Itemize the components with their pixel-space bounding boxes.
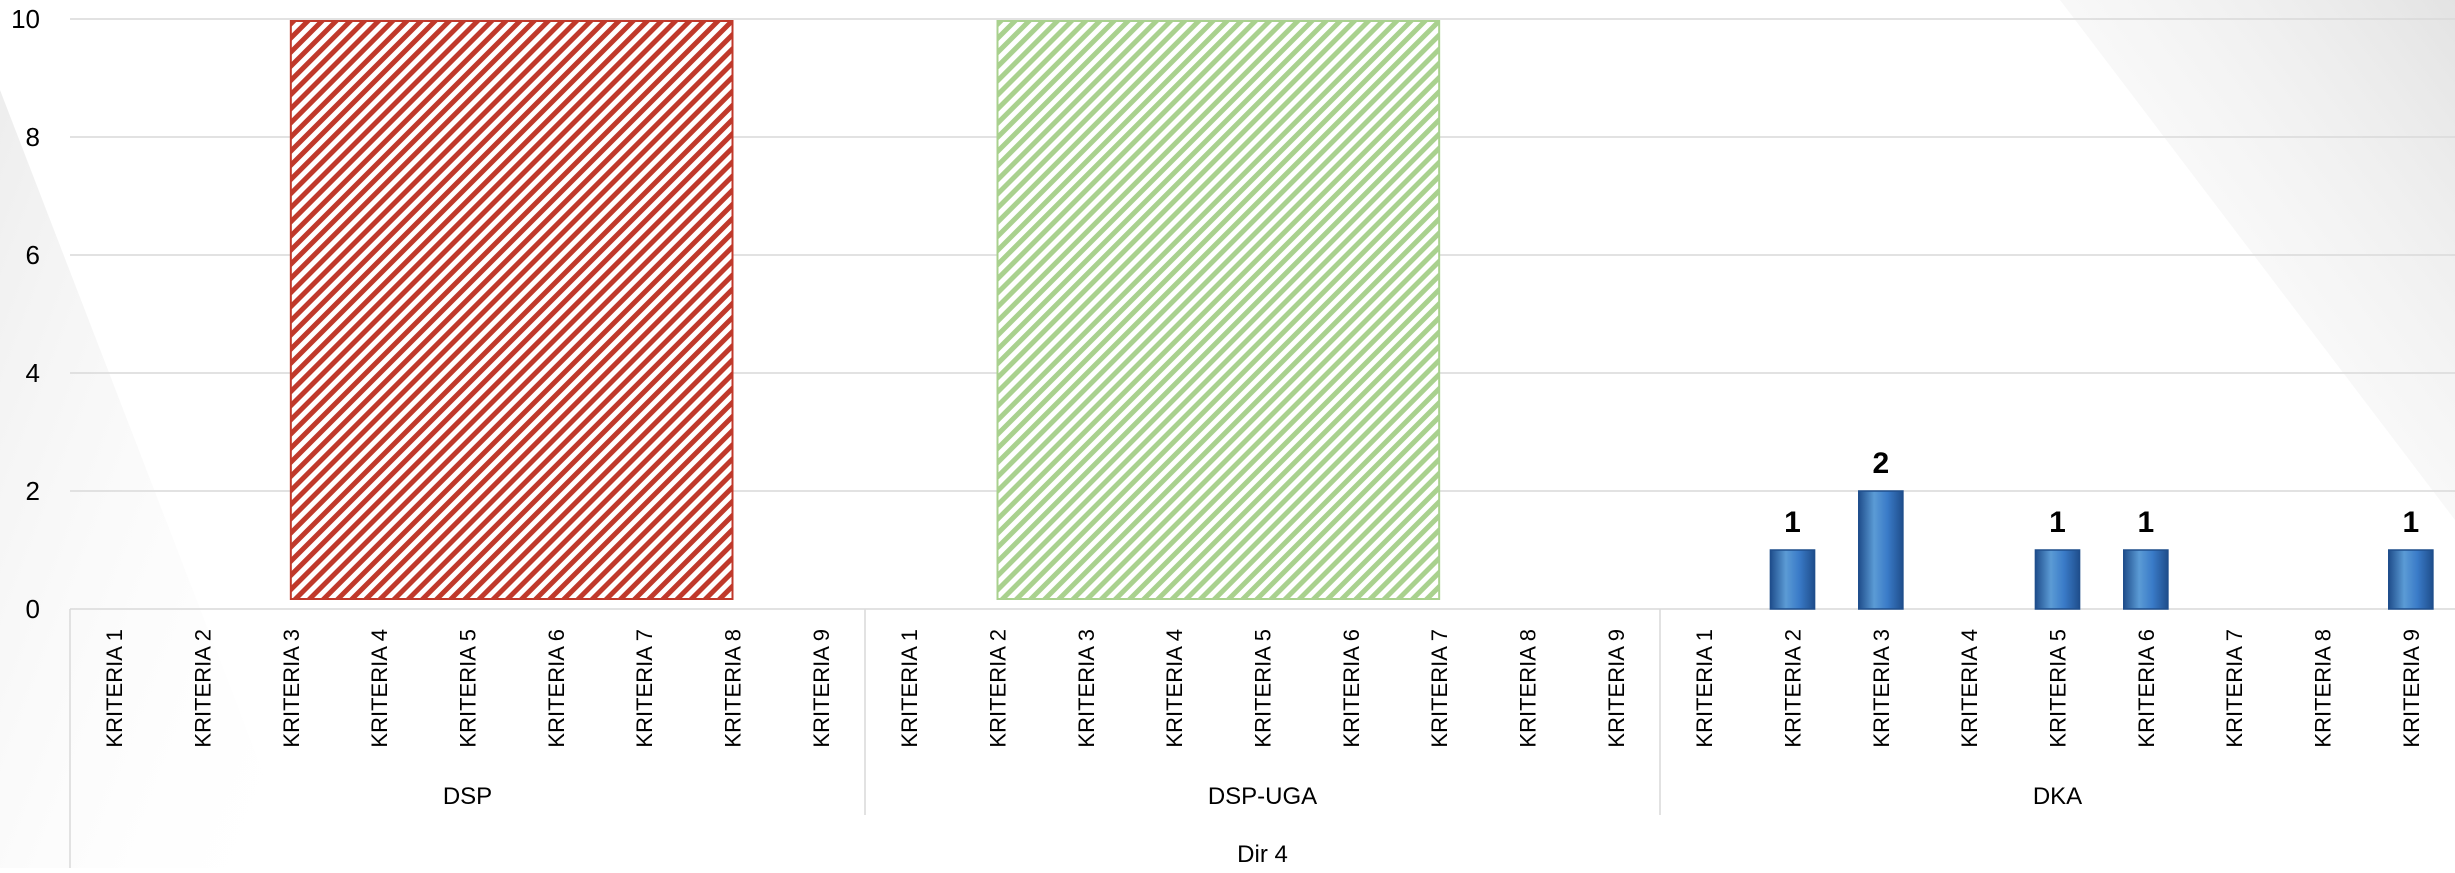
bars <box>1769 490 2434 610</box>
bar <box>2123 549 2169 610</box>
x-tick-label: KRITERIA 5 <box>456 629 481 748</box>
outer-group-label: Dir 4 <box>1237 841 1288 868</box>
bar <box>2388 549 2434 610</box>
data-label: 1 <box>2137 506 2154 539</box>
y-tick-label: 4 <box>26 358 40 388</box>
highlight-region <box>996 20 1441 600</box>
x-tick-label: KRITERIA 6 <box>2134 629 2159 748</box>
highlight-regions <box>289 20 1441 600</box>
x-tick-label: KRITERIA 1 <box>102 629 127 748</box>
x-tick-label: KRITERIA 2 <box>986 629 1011 748</box>
bar <box>1858 490 1904 610</box>
data-label: 1 <box>1784 506 1801 539</box>
x-tick-label: KRITERIA 1 <box>897 629 922 748</box>
group-label: DSP-UGA <box>1208 783 1317 810</box>
x-tick-label: KRITERIA 7 <box>1427 629 1452 748</box>
x-tick-label: KRITERIA 6 <box>544 629 569 748</box>
data-label: 1 <box>2049 506 2066 539</box>
x-tick-label: KRITERIA 9 <box>1604 629 1629 748</box>
y-tick-label: 6 <box>26 240 40 270</box>
x-tick-label: KRITERIA 9 <box>809 629 834 748</box>
x-tick-label: KRITERIA 1 <box>1692 629 1717 748</box>
data-labels: 1 2 1 1 1 <box>1784 447 2419 539</box>
y-tick-label: 0 <box>26 594 40 624</box>
y-tick-label: 10 <box>11 4 40 34</box>
bar <box>2034 549 2081 610</box>
x-tick-label: KRITERIA 3 <box>1869 629 1894 748</box>
x-tick-label: KRITERIA 6 <box>1339 629 1364 748</box>
group-label: DKA <box>2033 783 2082 810</box>
x-tick-label: KRITERIA 8 <box>1516 629 1541 748</box>
highlight-region <box>289 20 734 600</box>
group-label: DSP <box>443 783 492 810</box>
x-tick-label: KRITERIA 2 <box>191 629 216 748</box>
bar <box>1769 549 1816 610</box>
x-tick-label: KRITERIA 7 <box>2222 629 2247 748</box>
y-tick-label: 8 <box>26 122 40 152</box>
x-tick-label: KRITERIA 7 <box>632 629 657 748</box>
y-tick-label: 2 <box>26 476 40 506</box>
x-tick-label: KRITERIA 8 <box>721 629 746 748</box>
x-tick-label: KRITERIA 5 <box>2046 629 2071 748</box>
x-axis: KRITERIA 1 KRITERIA 2 KRITERIA 3 KRITERIA 4… <box>69 609 2424 868</box>
y-axis: 0 2 4 6 8 10 <box>11 4 40 624</box>
x-tick-label: KRITERIA 4 <box>1957 629 1982 748</box>
x-tick-label: KRITERIA 3 <box>279 629 304 748</box>
x-tick-label: KRITERIA 9 <box>2399 629 2424 748</box>
data-label: 1 <box>2402 506 2419 539</box>
x-tick-label: KRITERIA 2 <box>1781 629 1806 748</box>
x-tick-label: KRITERIA 8 <box>2311 629 2336 748</box>
x-tick-label: KRITERIA 5 <box>1251 629 1276 748</box>
x-tick-label: KRITERIA 4 <box>1162 629 1187 748</box>
data-label: 2 <box>1872 447 1889 480</box>
x-tick-label: KRITERIA 3 <box>1074 629 1099 748</box>
x-tick-label: KRITERIA 4 <box>367 629 392 748</box>
bg-wedge-left <box>0 90 300 868</box>
bg-wedge-right <box>2060 0 2455 520</box>
